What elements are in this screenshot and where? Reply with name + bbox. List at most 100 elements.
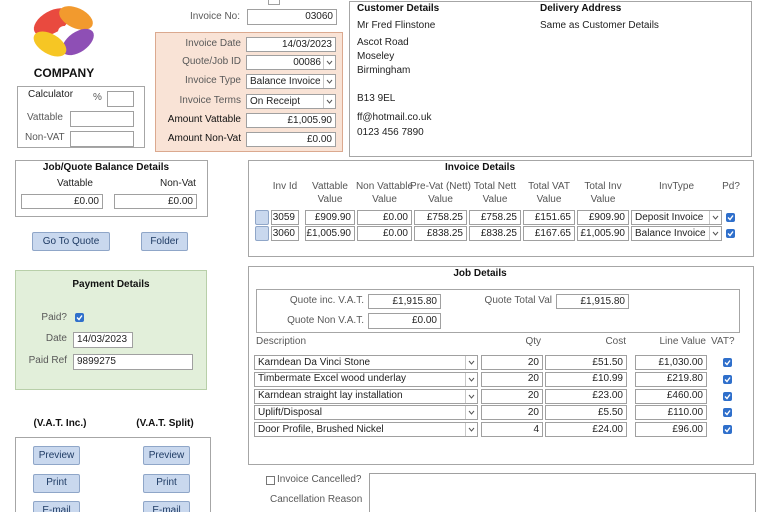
logo (33, 6, 94, 57)
field[interactable]: £151.65 (523, 210, 575, 225)
dropdown-arrow[interactable] (465, 372, 477, 386)
field[interactable]: £1,005.90 (305, 226, 355, 241)
field[interactable]: £0.00 (21, 194, 103, 209)
field[interactable]: £0.00 (246, 132, 336, 147)
field[interactable]: 3060 (271, 226, 299, 241)
field[interactable]: £1,005.90 (577, 226, 629, 241)
dropdown-arrow[interactable] (465, 389, 477, 403)
field[interactable]: 9899275 (73, 354, 193, 370)
field[interactable]: Balance Invoice (246, 74, 336, 89)
checkbox[interactable] (266, 476, 275, 485)
field[interactable]: Door Profile, Brushed Nickel (254, 422, 478, 438)
field[interactable]: £0.00 (114, 194, 197, 209)
checkbox[interactable] (723, 408, 732, 418)
field[interactable]: 4 (481, 422, 543, 438)
dropdown-arrow[interactable] (465, 423, 477, 437)
label: VAT? (711, 336, 735, 347)
row-selector[interactable] (255, 226, 269, 241)
field[interactable]: £1,915.80 (368, 294, 441, 309)
dropdown-arrow[interactable] (323, 75, 335, 88)
button[interactable]: Preview (33, 446, 80, 465)
field[interactable]: Uplift/Disposal (254, 405, 478, 421)
checkbox[interactable] (726, 213, 735, 222)
field[interactable]: £110.00 (635, 405, 707, 421)
button[interactable]: Preview (143, 446, 190, 465)
checkbox[interactable] (723, 374, 732, 384)
field[interactable]: £1,030.00 (635, 355, 707, 370)
field[interactable]: On Receipt (246, 94, 336, 109)
field[interactable] (369, 473, 756, 512)
label: Quote inc. V.A.T. (289, 295, 364, 306)
field[interactable]: £24.00 (545, 422, 627, 438)
field[interactable]: £96.00 (635, 422, 707, 438)
field[interactable]: 00086 (246, 55, 336, 70)
label: Moseley (357, 51, 395, 62)
label: Date (45, 333, 67, 344)
field[interactable]: 20 (481, 405, 543, 421)
company-name: COMPANY (33, 66, 95, 80)
field[interactable]: £838.25 (469, 226, 521, 241)
button[interactable]: E-mail (143, 501, 190, 512)
field[interactable]: £909.90 (577, 210, 629, 225)
field[interactable]: £838.25 (414, 226, 467, 241)
label: (V.A.T. Split) (136, 418, 194, 429)
dropdown-arrow[interactable] (465, 356, 477, 369)
label: Vattable (27, 112, 63, 123)
label: Calculator (28, 89, 74, 100)
button[interactable]: Print (33, 473, 80, 493)
field[interactable]: £1,915.80 (556, 294, 629, 309)
dropdown-arrow[interactable] (709, 227, 721, 240)
button[interactable]: Folder (141, 232, 188, 251)
field[interactable]: £51.50 (545, 355, 627, 370)
label: Description (256, 336, 307, 347)
field[interactable]: £219.80 (635, 371, 707, 387)
field[interactable]: 14/03/2023 (246, 37, 336, 52)
field[interactable]: £167.65 (523, 226, 575, 241)
field[interactable]: £0.00 (357, 226, 412, 241)
checkbox[interactable] (723, 391, 732, 401)
field[interactable]: 20 (481, 371, 543, 387)
checkbox[interactable] (726, 229, 735, 238)
field[interactable]: £460.00 (635, 388, 707, 404)
field[interactable] (107, 91, 134, 107)
field[interactable]: 20 (481, 355, 543, 370)
customer-panel (349, 1, 752, 157)
field[interactable]: £0.00 (368, 313, 441, 329)
field[interactable]: £0.00 (357, 210, 412, 225)
field[interactable]: £758.25 (469, 210, 521, 225)
label: Paid Ref (28, 355, 67, 366)
field[interactable]: Timbermate Excel wood underlay (254, 371, 478, 387)
field[interactable]: Deposit Invoice (631, 210, 722, 225)
checkbox[interactable] (723, 358, 732, 367)
field[interactable] (70, 111, 134, 127)
label: Qty (525, 336, 541, 347)
field[interactable]: £5.50 (545, 405, 627, 421)
field[interactable] (70, 131, 134, 147)
field[interactable]: £23.00 (545, 388, 627, 404)
field[interactable]: £758.25 (414, 210, 467, 225)
dropdown-arrow[interactable] (709, 211, 721, 224)
button[interactable]: E-mail (33, 501, 80, 512)
label: Non-VAT (25, 132, 65, 143)
checkbox[interactable] (75, 313, 84, 322)
field[interactable]: £10.99 (545, 371, 627, 387)
button[interactable]: Print (143, 473, 190, 493)
row-selector[interactable] (255, 210, 269, 225)
field[interactable]: 20 (481, 388, 543, 404)
column-header: Total Inv Value (584, 181, 622, 205)
dropdown-arrow[interactable] (465, 406, 477, 420)
label: Line Value (659, 336, 706, 347)
field[interactable]: £1,005.90 (246, 113, 336, 128)
field[interactable]: 3059 (271, 210, 299, 225)
checkbox[interactable] (723, 425, 732, 435)
field[interactable]: Karndean Da Vinci Stone (254, 355, 478, 370)
field[interactable]: Karndean straight lay installation (254, 388, 478, 404)
field[interactable]: £909.90 (305, 210, 355, 225)
field[interactable]: 03060 (247, 9, 337, 25)
button[interactable]: Go To Quote (32, 232, 110, 251)
dropdown-arrow[interactable] (323, 95, 335, 108)
dropdown-arrow[interactable] (323, 56, 335, 69)
field[interactable]: 14/03/2023 (73, 332, 133, 348)
label: Job Details (453, 268, 507, 279)
field[interactable]: Balance Invoice (631, 226, 722, 241)
